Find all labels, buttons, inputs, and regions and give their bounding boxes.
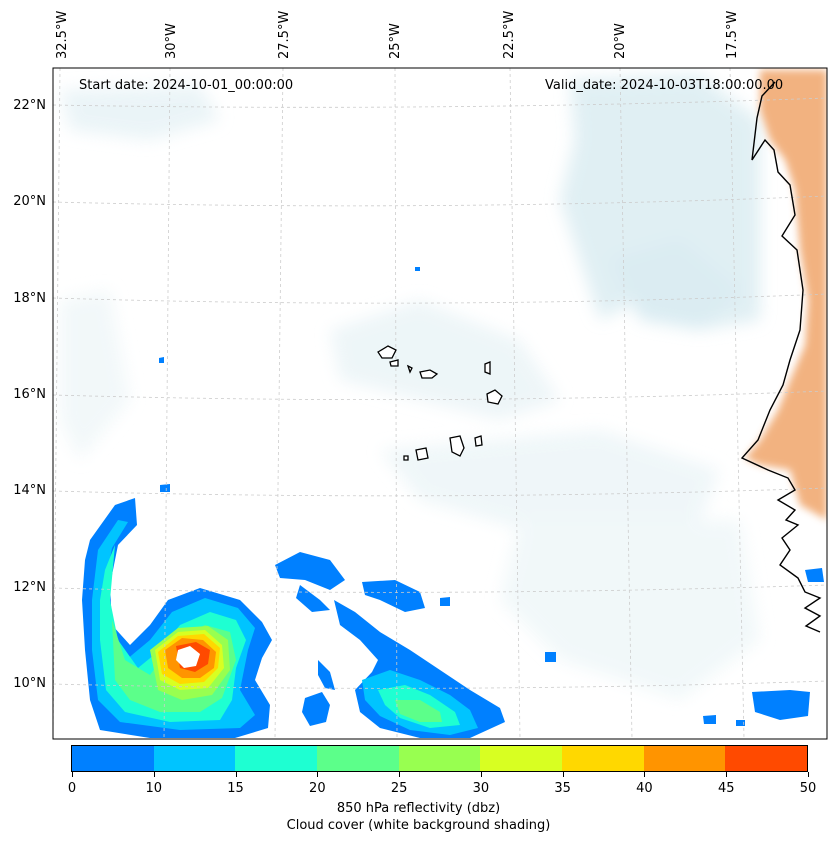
colorbar-tick-label: 15 [227, 781, 244, 796]
colorbar-tick-label: 40 [636, 781, 653, 796]
colorbar-tick [808, 772, 809, 777]
lon-label-32-5w: 32.5°W [55, 10, 70, 59]
colorbar-tick [235, 772, 237, 777]
colorbar-tick-label: 25 [390, 781, 408, 796]
lon-label-17-5w: 17.5°W [725, 10, 740, 59]
colorbar-tick-label: 45 [717, 781, 735, 796]
lon-label-22-5w: 22.5°W [502, 10, 517, 59]
colorbar-sublabel: Cloud cover (white background shading) [286, 818, 551, 833]
colorbar-segment [235, 746, 318, 771]
island [377, 345, 503, 461]
colorbar-tick [726, 772, 728, 777]
colorbar-segment [480, 746, 563, 771]
colorbar-tick-label: 0 [67, 781, 77, 796]
lon-label-27-5w: 27.5°W [277, 10, 292, 59]
colorbar-tick [153, 772, 155, 777]
valid-date-label: Valid_date: 2024-10-03T18:00:00.00 [545, 78, 784, 93]
lat-label-22n: 22°N [13, 98, 46, 113]
colorbar-tick-label: 35 [554, 781, 571, 796]
lat-label-18n: 18°N [13, 291, 46, 306]
lat-label-16n: 16°N [13, 387, 46, 402]
lon-label-25w: 25°W [388, 23, 403, 59]
colorbar-segment [398, 746, 481, 771]
lon-label-30w: 30°W [164, 23, 179, 59]
lat-label-10n: 10°N [13, 676, 46, 691]
lon-label-20w: 20°W [613, 23, 628, 59]
colorbar-tick [72, 772, 73, 777]
colorbar-segment [725, 746, 808, 771]
colorbar-tick [317, 772, 319, 777]
gridlines [53, 68, 827, 739]
colorbar-tick-label: 10 [145, 781, 163, 796]
colorbar-tick [480, 772, 482, 777]
colorbar-tick [644, 772, 646, 777]
land-shading [745, 70, 827, 520]
colorbar-segment [643, 746, 726, 771]
colorbar-tick-label: 30 [472, 781, 490, 796]
map-frame [52, 67, 828, 740]
coastline [740, 81, 822, 633]
lat-label-12n: 12°N [13, 580, 46, 595]
colorbar-segment [562, 746, 644, 771]
colorbar-tick-label: 50 [799, 781, 817, 796]
colorbar-tick [399, 772, 401, 777]
cloud-cover-shading [60, 75, 760, 700]
colorbar [71, 745, 808, 772]
colorbar-segment [153, 746, 236, 771]
colorbar-label: 850 hPa reflectivity (dbz) [336, 801, 501, 816]
colorbar-tick [562, 772, 564, 777]
lat-label-20n: 20°N [13, 194, 46, 209]
colorbar-segment [317, 746, 399, 771]
lat-label-14n: 14°N [13, 483, 46, 498]
colorbar-tick-label: 20 [309, 781, 326, 796]
start-date-label: Start date: 2024-10-01_00:00:00 [79, 78, 294, 93]
colorbar-segment [72, 746, 154, 771]
reflectivity-field [82, 267, 824, 738]
